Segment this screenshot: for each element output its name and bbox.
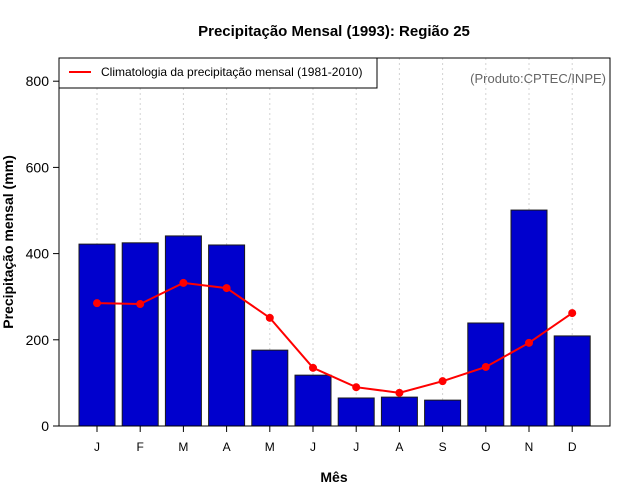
bar-3 bbox=[208, 244, 246, 427]
climatology-point-6 bbox=[352, 383, 361, 392]
x-tick-label: J bbox=[94, 440, 100, 454]
climatology-point-5 bbox=[309, 363, 317, 372]
x-tick-label: A bbox=[395, 440, 403, 454]
y-axis: 0 200 400 600 800 bbox=[26, 73, 59, 434]
climatology-line bbox=[96, 281, 573, 394]
legend-box bbox=[58, 57, 378, 89]
climatology-point-3 bbox=[222, 284, 231, 293]
product-credit: (Produto:CPTEC/INPE) bbox=[470, 71, 606, 86]
bar-5 bbox=[294, 374, 332, 427]
y-tick-label: 200 bbox=[26, 332, 50, 348]
bar-11 bbox=[553, 335, 591, 427]
climatology-point-11 bbox=[568, 309, 577, 318]
climatology-point-4 bbox=[265, 313, 274, 322]
y-tick-label: 0 bbox=[41, 418, 49, 434]
x-tick-label: J bbox=[310, 440, 316, 454]
bar-2 bbox=[164, 235, 202, 427]
x-tick-label: N bbox=[525, 440, 534, 454]
x-tick-label: F bbox=[137, 440, 144, 454]
bar-4 bbox=[251, 349, 289, 427]
climatology-point-10 bbox=[525, 338, 533, 347]
bar-10 bbox=[510, 209, 548, 427]
x-tick-label: S bbox=[439, 440, 447, 454]
bar-0 bbox=[78, 243, 116, 427]
bar-1 bbox=[121, 242, 159, 427]
climatology-point-0 bbox=[93, 299, 101, 308]
y-tick-label: 800 bbox=[26, 73, 50, 89]
x-axis-title: Mês bbox=[320, 469, 347, 485]
legend: Climatologia da precipitação mensal (198… bbox=[58, 57, 378, 89]
x-tick-label: D bbox=[568, 440, 577, 454]
x-tick-label: J bbox=[353, 440, 359, 454]
climatology-point-9 bbox=[481, 362, 490, 371]
bar-7 bbox=[380, 396, 418, 427]
x-tick-label: A bbox=[223, 440, 231, 454]
y-axis-title: Precipitação mensal (mm) bbox=[0, 155, 16, 329]
climatology-point-8 bbox=[438, 377, 447, 386]
y-tick-label: 600 bbox=[26, 159, 50, 175]
chart-title: Precipitação Mensal (1993): Região 25 bbox=[198, 23, 470, 40]
bar-9 bbox=[467, 322, 505, 427]
climatology-series bbox=[93, 278, 577, 397]
bar-6 bbox=[337, 397, 375, 427]
climatology-point-1 bbox=[136, 300, 145, 309]
y-tick-label: 400 bbox=[26, 246, 50, 262]
x-tick-label: O bbox=[481, 440, 490, 454]
x-tick-label: M bbox=[265, 440, 275, 454]
climatology-point-7 bbox=[395, 388, 404, 397]
legend-label: Climatologia da precipitação mensal (198… bbox=[101, 65, 362, 79]
x-tick-label: M bbox=[178, 440, 188, 454]
climatology-point-2 bbox=[179, 278, 188, 287]
bar-series bbox=[78, 209, 591, 427]
bar-8 bbox=[424, 399, 462, 427]
